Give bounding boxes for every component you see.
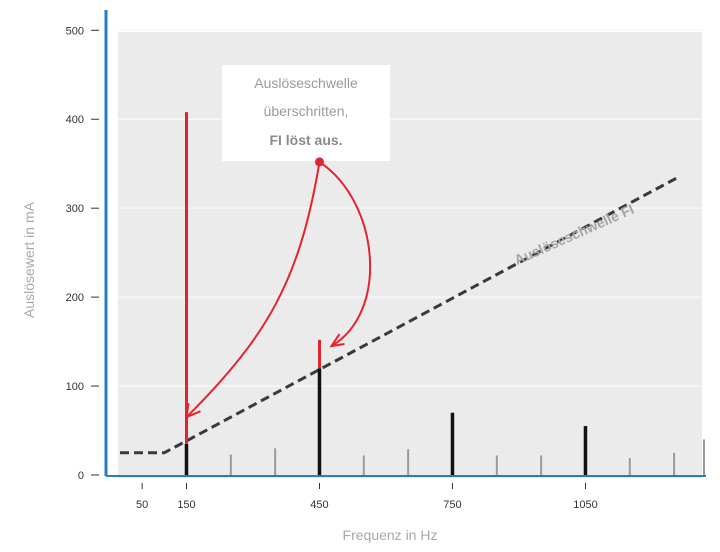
x-tick-label: 450	[310, 499, 328, 511]
y-tick-label: 0	[78, 470, 84, 482]
y-tick-label: 200	[66, 292, 84, 304]
plot-background	[118, 32, 702, 478]
y-tick-label: 500	[66, 25, 84, 37]
x-tick-label: 1050	[573, 499, 597, 511]
y-tick-label: 400	[66, 114, 84, 126]
x-tick-label: 750	[443, 499, 461, 511]
annotation-line-3: FI löst aus.	[269, 132, 342, 148]
annotation-line-2: überschritten,	[264, 103, 349, 119]
x-tick-label: 150	[177, 499, 195, 511]
x-tick-label: 50	[136, 499, 148, 511]
x-axis-title: Frequenz in Hz	[343, 527, 438, 543]
y-tick-label: 100	[66, 381, 84, 393]
annotation-line-1: Auslöseschwelle	[254, 75, 358, 91]
y-axis-title: Auslösewert in mA	[21, 201, 37, 318]
y-tick-label: 300	[66, 203, 84, 215]
arrow-origin-dot	[315, 157, 324, 166]
